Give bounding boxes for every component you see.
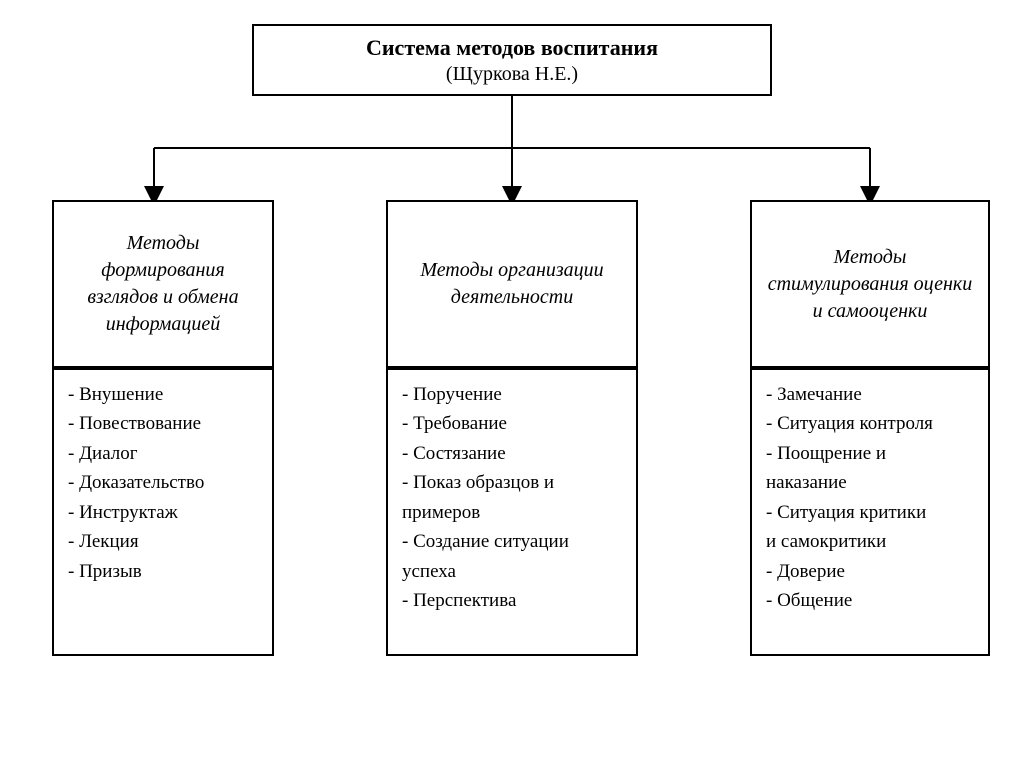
column-header-1: Методы организации деятельности <box>386 200 638 368</box>
column-header-0: Методы формирования взглядов и обмена ин… <box>52 200 274 368</box>
list-item: Общение <box>766 586 974 615</box>
column-body-2: ЗамечаниеСитуация контроляПоощрение и на… <box>750 368 990 656</box>
list-item: Инструктаж <box>68 498 258 527</box>
list-item: Поручение <box>402 380 622 409</box>
column-body-1: ПоручениеТребованиеСостязаниеПоказ образ… <box>386 368 638 656</box>
list-item: Ситуация критики и самокритики <box>766 498 974 557</box>
root-node: Система методов воспитания (Щуркова Н.Е.… <box>252 24 772 96</box>
list-item: Создание ситуации успеха <box>402 527 622 586</box>
column-body-0: ВнушениеПовествованиеДиалогДоказательств… <box>52 368 274 656</box>
list-item: Призыв <box>68 557 258 586</box>
list-item: Диалог <box>68 439 258 468</box>
list-item: Внушение <box>68 380 258 409</box>
list-item: Замечание <box>766 380 974 409</box>
list-item: Ситуация контроля <box>766 409 974 438</box>
list-item: Перспектива <box>402 586 622 615</box>
list-item: Поощрение и наказание <box>766 439 974 498</box>
list-item: Доказательство <box>68 468 258 497</box>
diagram-canvas: Система методов воспитания (Щуркова Н.Е.… <box>0 0 1024 767</box>
list-item: Требование <box>402 409 622 438</box>
root-subtitle: (Щуркова Н.Е.) <box>266 62 758 87</box>
list-item: Доверие <box>766 557 974 586</box>
root-title: Система методов воспитания <box>266 34 758 62</box>
list-item: Повествование <box>68 409 258 438</box>
column-header-2: Методы стимулирования оценки и самооценк… <box>750 200 990 368</box>
list-item: Состязание <box>402 439 622 468</box>
list-item: Лекция <box>68 527 258 556</box>
list-item: Показ образцов и примеров <box>402 468 622 527</box>
